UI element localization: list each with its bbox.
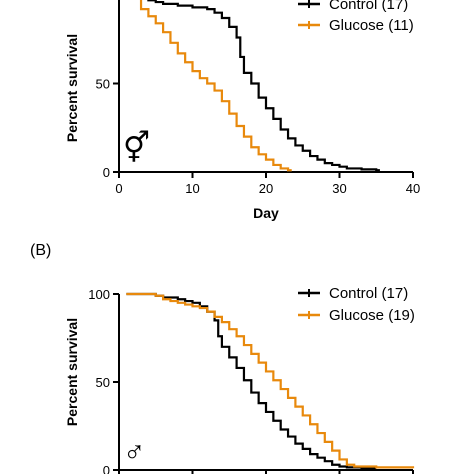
y-tick-label: 50 (96, 375, 110, 390)
x-tick-label: 30 (332, 181, 346, 196)
panel-b: 0 50 100 Percent survival (B) ♂ Control (17) Gl… (30, 242, 415, 474)
x-tick-label: 0 (115, 181, 122, 196)
x-axis-title: Day (253, 205, 279, 221)
series-line-glucose (139, 0, 292, 172)
x-tick-label: 20 (259, 181, 273, 196)
series-line-control (147, 0, 380, 172)
male-symbol-icon: ♂ (123, 436, 146, 469)
y-tick-label: 0 (103, 463, 110, 474)
legend-label: Control (17) (329, 285, 408, 302)
y-tick-label: 0 (103, 165, 110, 180)
y-tick-label: 100 (88, 287, 110, 302)
panel-label: (B) (30, 242, 51, 259)
x-tick-label: 10 (185, 181, 199, 196)
y-tick-label: 50 (96, 77, 110, 92)
legend-label: Glucose (11) (329, 17, 414, 34)
legend-label: Control (17) (329, 0, 408, 13)
series-line-glucose (126, 292, 415, 469)
legend-label: Glucose (19) (329, 307, 415, 324)
series-line-control (126, 292, 377, 470)
panel-a: 0 50 0 10 20 30 40 Day Percent survival ⚥ Control … (64, 0, 420, 221)
hermaphrodite-symbol-icon: ⚥ (123, 130, 150, 165)
x-tick-label: 40 (406, 181, 420, 196)
y-axis-title: Percent survival (64, 318, 80, 426)
y-axis-title: Percent survival (64, 34, 80, 142)
